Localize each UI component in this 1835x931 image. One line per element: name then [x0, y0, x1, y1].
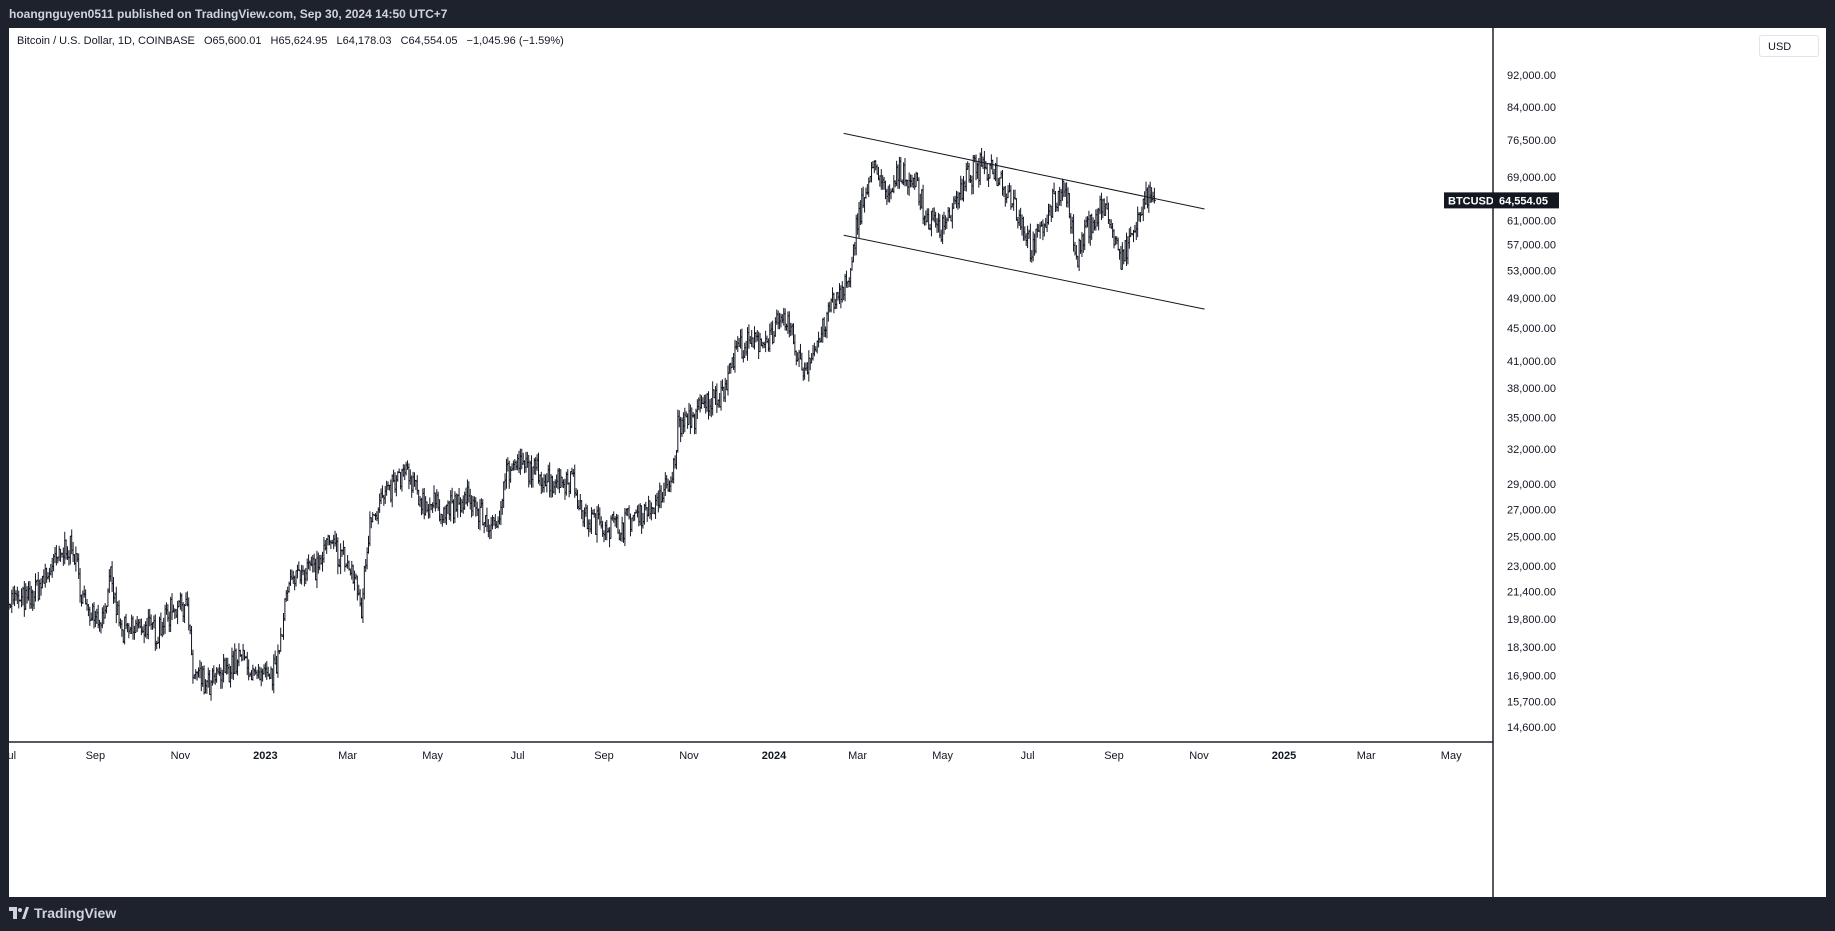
ohlc-bar: [33, 573, 37, 602]
x-tick-label: Jul: [511, 750, 525, 762]
y-tick-label: 45,000.00: [1507, 323, 1556, 335]
price-tag-label: 64,554.05: [1499, 195, 1548, 207]
x-tick-label: 2023: [253, 750, 277, 762]
y-tick-label: 18,300.00: [1507, 642, 1556, 654]
brand-label: TradingView: [34, 905, 117, 921]
x-tick-label: Mar: [338, 750, 357, 762]
tradingview-logo: TradingView: [9, 905, 116, 921]
y-tick-label: 92,000.00: [1507, 70, 1556, 82]
y-tick-label: 84,000.00: [1507, 102, 1556, 114]
tradingview-icon: [9, 907, 29, 919]
x-tick-label: Jul: [1021, 750, 1035, 762]
symbol-legend: Bitcoin / U.S. Dollar, 1D, COINBASE O65,…: [17, 35, 570, 47]
x-tick-label: Nov: [1189, 750, 1209, 762]
y-tick-label: 57,000.00: [1507, 239, 1556, 251]
x-tick-label: Nov: [679, 750, 699, 762]
ohlc-bar: [279, 627, 283, 652]
y-tick-label: 41,000.00: [1507, 356, 1556, 368]
legend-open: O65,600.01: [203, 35, 262, 47]
legend-change: −1,045.96 (−1.59%): [466, 35, 564, 47]
x-tick-label: May: [932, 750, 953, 762]
x-tick-label: May: [1441, 750, 1462, 762]
price-tag-bg: [1493, 192, 1559, 209]
ohlc-bar: [339, 543, 343, 575]
y-tick-label: 14,600.00: [1507, 722, 1556, 734]
legend-low: L64,178.03: [336, 35, 392, 47]
currency-button[interactable]: USD: [1759, 35, 1819, 57]
y-tick-label: 61,000.00: [1507, 215, 1556, 227]
ohlc-bar: [1152, 187, 1156, 204]
y-tick-label: 49,000.00: [1507, 293, 1556, 305]
x-tick-label: Mar: [1357, 750, 1376, 762]
price-chart[interactable]: 14,600.00 15,700.00 16,900.00 18,300.00 19,8…: [9, 28, 1826, 897]
y-tick-label: 76,500.00: [1507, 135, 1556, 147]
ticker-tag-bg: [1444, 192, 1493, 209]
y-tick-label: 21,400.00: [1507, 587, 1556, 599]
publisher-text: hoangnguyen0511 published on TradingView…: [9, 7, 448, 21]
last-price-tag: BTCUSD 64,554.05: [1444, 192, 1559, 209]
y-tick-label: 16,900.00: [1507, 670, 1556, 682]
x-tick-label: 2024: [762, 750, 787, 762]
x-tick-label: Nov: [171, 750, 191, 762]
ticker-tag-label: BTCUSD: [1448, 195, 1494, 207]
publisher-bar: hoangnguyen0511 published on TradingView…: [0, 0, 1835, 28]
x-tick-label: Jul: [9, 750, 16, 762]
trendline-lower: [843, 234, 1205, 310]
legend-close: C64,554.05: [400, 35, 458, 47]
y-tick-label: 35,000.00: [1507, 412, 1556, 424]
y-tick-label: 69,000.00: [1507, 172, 1556, 184]
x-tick-label: Mar: [848, 750, 867, 762]
x-tick-label: Sep: [86, 750, 106, 762]
legend-high: H65,624.95: [270, 35, 328, 47]
footer-bar: TradingView: [0, 897, 1835, 931]
y-tick-label: 27,000.00: [1507, 504, 1556, 516]
y-tick-label: 19,800.00: [1507, 614, 1556, 626]
y-tick-label: 38,000.00: [1507, 383, 1556, 395]
y-tick-label: 23,000.00: [1507, 561, 1556, 573]
legend-symbol: Bitcoin / U.S. Dollar, 1D, COINBASE: [17, 35, 195, 47]
x-tick-label: May: [422, 750, 443, 762]
x-tick-label: Sep: [594, 750, 614, 762]
x-tick-label: Sep: [1104, 750, 1124, 762]
trendline-upper: [843, 132, 1205, 210]
y-tick-label: 25,000.00: [1507, 532, 1556, 544]
price-bars: [9, 147, 1156, 701]
y-tick-label: 15,700.00: [1507, 696, 1556, 708]
y-tick-label: 53,000.00: [1507, 265, 1556, 277]
x-tick-label: 2025: [1272, 750, 1296, 762]
y-tick-label: 32,000.00: [1507, 444, 1556, 456]
chart-area[interactable]: 14,600.00 15,700.00 16,900.00 18,300.00 19,8…: [9, 28, 1826, 897]
y-tick-label: 29,000.00: [1507, 479, 1556, 491]
